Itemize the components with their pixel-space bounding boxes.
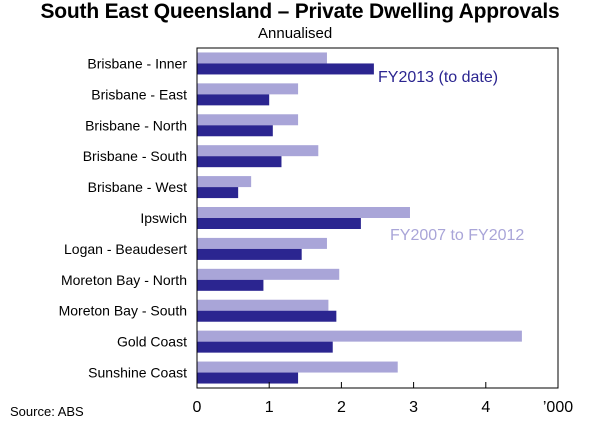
bar-fy2007-fy2012-3: [197, 145, 319, 157]
bar-fy2007-fy2012-9: [197, 330, 522, 342]
bar-fy2013-6: [197, 248, 302, 260]
bar-fy2007-fy2012-6: [197, 237, 327, 249]
category-label: Brisbane - South: [83, 148, 187, 164]
bar-fy2013-4: [197, 187, 239, 199]
bar-fy2007-fy2012-4: [197, 176, 252, 188]
category-label: Moreton Bay - North: [61, 272, 187, 288]
bar-fy2007-fy2012-10: [197, 361, 398, 373]
legend-label-fy2007-fy2012: FY2007 to FY2012: [390, 227, 524, 244]
x-tick-label: 1: [265, 399, 274, 416]
legend-label-fy2013: FY2013 (to date): [378, 69, 498, 86]
source-note: Source: ABS: [10, 404, 84, 419]
category-label: Logan - Beaudesert: [64, 241, 187, 257]
category-label: Moreton Bay - South: [59, 303, 187, 319]
x-unit-label: ’000: [543, 399, 573, 416]
category-label: Brisbane - North: [85, 117, 187, 133]
category-label: Ipswich: [140, 210, 187, 226]
bar-fy2013-5: [197, 218, 361, 229]
plot-frame: [196, 47, 559, 389]
bar-fy2013-7: [197, 279, 264, 291]
chart-subtitle: Annualised: [258, 25, 333, 42]
chart-title: South East Queensland – Private Dwelling…: [40, 0, 560, 23]
bar-fy2013-10: [197, 372, 299, 384]
category-label: Gold Coast: [117, 334, 187, 350]
x-tick-label: 2: [337, 399, 346, 416]
bar-fy2007-fy2012-1: [197, 83, 299, 95]
bar-fy2013-2: [197, 125, 273, 137]
bar-fy2013-9: [197, 341, 333, 353]
bar-fy2013-1: [197, 94, 270, 106]
bar-fy2007-fy2012-2: [197, 114, 299, 126]
x-tick-label: 4: [481, 399, 490, 416]
bar-fy2007-fy2012-0: [197, 52, 327, 64]
bar-fy2007-fy2012-5: [197, 207, 410, 218]
category-label: Brisbane - Inner: [87, 55, 187, 71]
x-tick-label: 0: [193, 399, 202, 416]
category-label: Brisbane - West: [88, 179, 187, 195]
bar-fy2007-fy2012-8: [197, 299, 329, 311]
bar-fy2013-0: [197, 63, 374, 75]
bar-fy2007-fy2012-7: [197, 268, 340, 280]
bar-fy2013-3: [197, 156, 282, 168]
x-tick-label: 3: [409, 399, 418, 416]
category-label: Sunshine Coast: [88, 365, 187, 381]
bar-fy2013-8: [197, 310, 337, 322]
category-label: Brisbane - East: [91, 86, 187, 102]
